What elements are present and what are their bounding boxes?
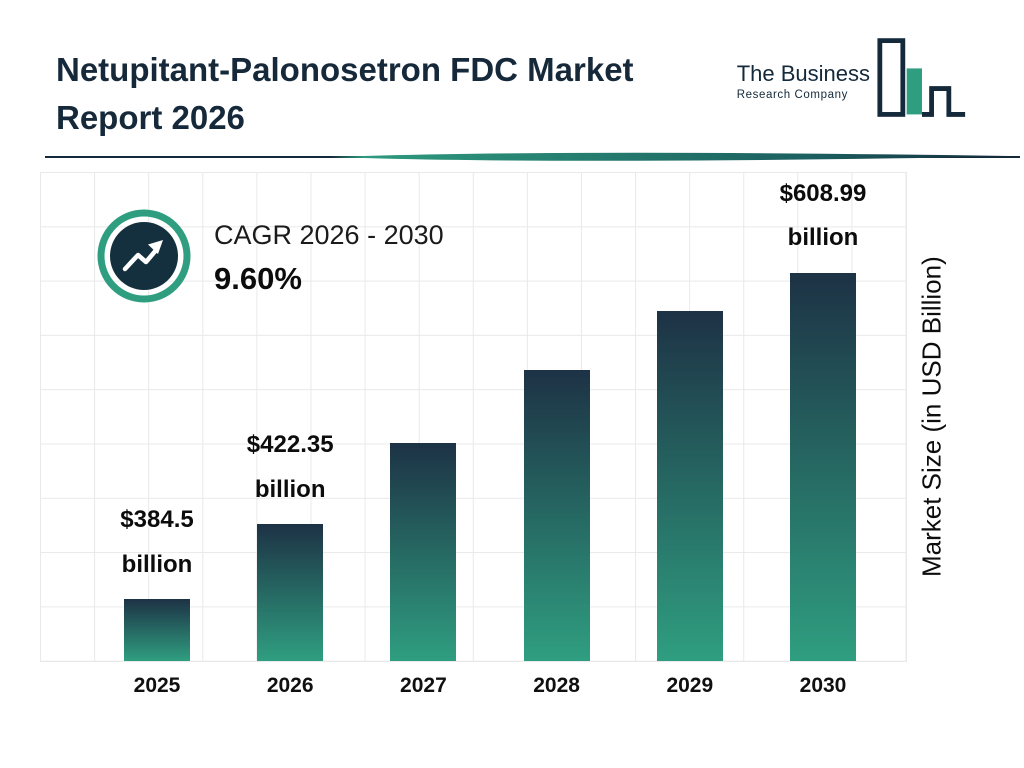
bar-2025 xyxy=(124,599,190,661)
page-title-line1: Netupitant-Palonosetron FDC Market xyxy=(56,51,634,88)
x-tick-2026: 2026 xyxy=(266,674,314,697)
bar-2027 xyxy=(390,443,457,661)
x-tick-2027: 2027 xyxy=(400,674,447,697)
logo-name-line2: Research Company xyxy=(736,88,848,101)
bar-chart-logo-icon xyxy=(876,36,968,125)
bar-column-2028 xyxy=(491,172,623,661)
cagr-text: CAGR 2026 - 2030 9.60% xyxy=(214,220,444,297)
bar-column-2030: $608.99 billion xyxy=(757,172,889,661)
bar-column-2029 xyxy=(624,172,756,661)
y-axis-label: Market Size (in USD Billion) xyxy=(916,256,947,577)
bar-value-label-2026: $422.35 billion xyxy=(246,431,334,503)
x-axis: 2025 2026 2027 2028 2029 2030 xyxy=(40,674,906,708)
bar-2029 xyxy=(656,311,723,661)
cagr-range-label: CAGR 2026 - 2030 xyxy=(214,220,444,250)
trend-up-arrow-icon xyxy=(96,208,192,309)
x-tick-2028: 2028 xyxy=(533,674,580,697)
cagr-value: 9.60% xyxy=(214,261,302,296)
cagr-badge: CAGR 2026 - 2030 9.60% xyxy=(96,208,444,309)
bar-value-label-2030: $608.99 billion xyxy=(779,180,867,252)
page-title-line2: Report 2026 xyxy=(56,99,245,136)
bar-value-label-2025: $384.5 billion xyxy=(120,506,194,578)
page-title: Netupitant-Palonosetron FDC Market Repor… xyxy=(56,46,716,142)
x-tick-2030: 2030 xyxy=(799,674,847,697)
bar-column-2027 xyxy=(357,172,489,661)
bar-column-2025: $384.5 billion xyxy=(91,172,223,661)
company-logo-text: The Business Research Company xyxy=(737,61,870,101)
bar-column-2026: $422.35 billion xyxy=(224,172,356,661)
divider-swoosh xyxy=(0,148,1024,166)
bar-2028 xyxy=(523,370,590,661)
bar-2030 xyxy=(790,272,856,661)
bar-2026 xyxy=(257,524,324,661)
company-logo: The Business Research Company xyxy=(737,36,968,125)
x-tick-2029: 2029 xyxy=(666,674,714,697)
logo-name-line1: The Business xyxy=(736,60,870,86)
x-tick-2025: 2025 xyxy=(133,674,181,697)
